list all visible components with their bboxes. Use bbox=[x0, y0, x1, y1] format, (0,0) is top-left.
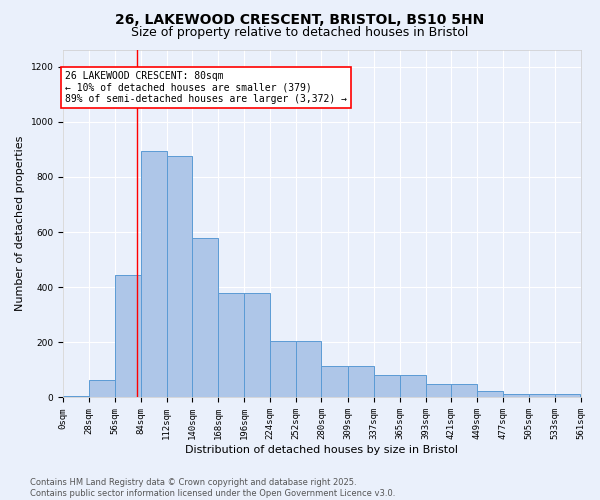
Bar bbox=[115, 275, 141, 398]
Y-axis label: Number of detached properties: Number of detached properties bbox=[15, 136, 25, 312]
Bar bbox=[554, 394, 580, 398]
Bar bbox=[348, 366, 374, 398]
Bar bbox=[270, 341, 296, 398]
Text: 26 LAKEWOOD CRESCENT: 80sqm
← 10% of detached houses are smaller (379)
89% of se: 26 LAKEWOOD CRESCENT: 80sqm ← 10% of det… bbox=[65, 70, 347, 104]
Bar bbox=[141, 150, 167, 398]
Bar bbox=[193, 238, 218, 398]
Bar bbox=[322, 366, 348, 398]
Bar bbox=[477, 392, 503, 398]
Bar bbox=[374, 374, 400, 398]
Bar bbox=[244, 293, 270, 398]
Bar bbox=[503, 394, 529, 398]
Bar bbox=[296, 341, 322, 398]
Bar bbox=[529, 394, 554, 398]
Text: Size of property relative to detached houses in Bristol: Size of property relative to detached ho… bbox=[131, 26, 469, 39]
X-axis label: Distribution of detached houses by size in Bristol: Distribution of detached houses by size … bbox=[185, 445, 458, 455]
Bar bbox=[63, 396, 89, 398]
Bar bbox=[218, 293, 244, 398]
Bar bbox=[167, 156, 193, 398]
Text: 26, LAKEWOOD CRESCENT, BRISTOL, BS10 5HN: 26, LAKEWOOD CRESCENT, BRISTOL, BS10 5HN bbox=[115, 12, 485, 26]
Bar bbox=[89, 380, 115, 398]
Bar bbox=[400, 374, 425, 398]
Text: Contains HM Land Registry data © Crown copyright and database right 2025.
Contai: Contains HM Land Registry data © Crown c… bbox=[30, 478, 395, 498]
Bar bbox=[425, 384, 451, 398]
Bar bbox=[451, 384, 477, 398]
